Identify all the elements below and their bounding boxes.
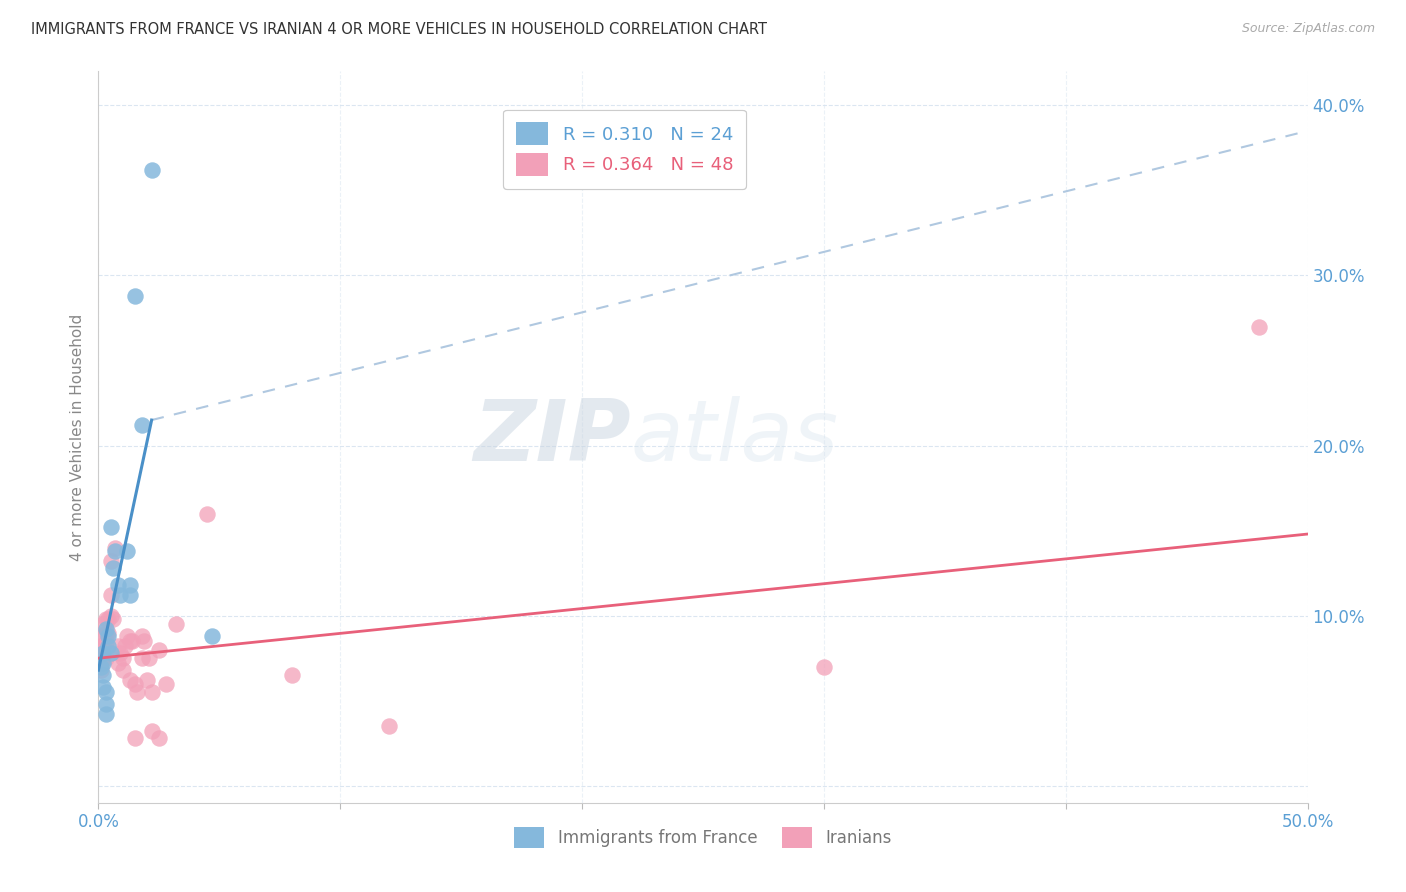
Point	[124, 731, 146, 746]
Point	[134, 634, 156, 648]
Point	[121, 634, 143, 648]
Point	[90, 649, 112, 664]
Point	[90, 640, 112, 654]
Text: atlas: atlas	[630, 395, 838, 479]
Point	[107, 578, 129, 592]
Point	[108, 588, 131, 602]
Point	[90, 659, 112, 673]
Point	[127, 685, 149, 699]
Point	[148, 731, 170, 746]
Point	[94, 685, 117, 699]
Point	[148, 642, 170, 657]
Point	[91, 680, 114, 694]
Text: Source: ZipAtlas.com: Source: ZipAtlas.com	[1241, 22, 1375, 36]
Point	[100, 588, 122, 602]
Point	[107, 657, 129, 671]
Point	[94, 612, 117, 626]
Point	[141, 163, 163, 178]
Point	[195, 507, 218, 521]
Point	[155, 677, 177, 691]
Point	[124, 677, 146, 691]
Point	[94, 622, 117, 636]
Point	[114, 640, 136, 654]
Point	[90, 657, 112, 671]
Point	[91, 629, 114, 643]
Point	[94, 707, 117, 722]
Text: IMMIGRANTS FROM FRANCE VS IRANIAN 4 OR MORE VEHICLES IN HOUSEHOLD CORRELATION CH: IMMIGRANTS FROM FRANCE VS IRANIAN 4 OR M…	[31, 22, 766, 37]
Legend: Immigrants from France, Iranians: Immigrants from France, Iranians	[506, 819, 900, 856]
Point	[94, 625, 117, 640]
Point	[111, 663, 134, 677]
Y-axis label: 4 or more Vehicles in Household: 4 or more Vehicles in Household	[69, 313, 84, 561]
Point	[138, 651, 160, 665]
Point	[131, 629, 153, 643]
Point	[97, 629, 120, 643]
Point	[118, 578, 141, 592]
Point	[101, 561, 124, 575]
Point	[94, 634, 117, 648]
Point	[118, 634, 141, 648]
Point	[100, 646, 122, 660]
Point	[91, 651, 114, 665]
Point	[108, 646, 131, 660]
Point	[97, 640, 120, 654]
Point	[141, 685, 163, 699]
Point	[94, 697, 117, 711]
Point	[201, 629, 224, 643]
Point	[100, 554, 122, 568]
Point	[104, 541, 127, 555]
Point	[141, 724, 163, 739]
Point	[100, 608, 122, 623]
Point	[117, 629, 139, 643]
Point	[97, 612, 120, 626]
Point	[104, 544, 127, 558]
Point	[100, 520, 122, 534]
Point	[91, 668, 114, 682]
Point	[135, 673, 157, 688]
Point	[281, 668, 304, 682]
Point	[91, 646, 114, 660]
Point	[124, 289, 146, 303]
Point	[91, 640, 114, 654]
Point	[91, 657, 114, 671]
Point	[97, 625, 120, 640]
Point	[131, 418, 153, 433]
Point	[118, 673, 141, 688]
Point	[101, 612, 124, 626]
Point	[118, 588, 141, 602]
Point	[377, 719, 399, 733]
Point	[91, 617, 114, 632]
Point	[111, 651, 134, 665]
Point	[117, 544, 139, 558]
Point	[813, 659, 835, 673]
Text: ZIP: ZIP	[472, 395, 630, 479]
Point	[107, 640, 129, 654]
Point	[1249, 319, 1271, 334]
Point	[90, 663, 112, 677]
Point	[165, 617, 187, 632]
Point	[131, 651, 153, 665]
Point	[94, 651, 117, 665]
